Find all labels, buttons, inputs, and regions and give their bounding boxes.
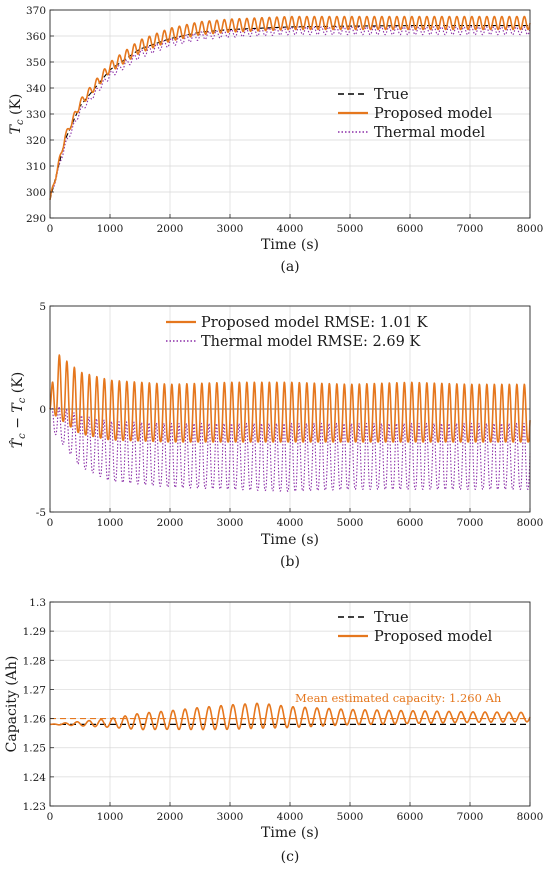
tick-label-y: 1.28 bbox=[23, 655, 46, 667]
tick-label-y: 360 bbox=[26, 31, 46, 43]
panel-b-caption: (b) bbox=[280, 554, 300, 570]
tick-label-x: 2000 bbox=[157, 811, 184, 823]
panel-c-xlabel: Time (s) bbox=[261, 825, 319, 841]
tick-label-x: 5000 bbox=[337, 517, 364, 529]
tick-label-y: 320 bbox=[26, 135, 46, 147]
tick-label-y: 1.23 bbox=[23, 801, 46, 813]
tick-label-x: 4000 bbox=[277, 223, 304, 235]
tick-label-y: -5 bbox=[36, 507, 46, 519]
tick-label-x: 4000 bbox=[277, 811, 304, 823]
tick-label-x: 6000 bbox=[397, 223, 424, 235]
series-proposed-capacity bbox=[49, 702, 531, 731]
tick-label-y: 1.25 bbox=[23, 743, 46, 755]
tick-label-y: 290 bbox=[26, 213, 46, 225]
panel-a-xlabel: Time (s) bbox=[261, 237, 319, 253]
panel-b-legend: Proposed model RMSE: 1.01 K Thermal mode… bbox=[166, 315, 429, 350]
tick-label-y: 1.3 bbox=[29, 597, 46, 609]
series-thermal-model bbox=[49, 26, 531, 200]
tick-label-y: 1.27 bbox=[23, 684, 46, 696]
legend-c-true-label: True bbox=[374, 610, 409, 626]
tick-label-x: 2000 bbox=[157, 223, 184, 235]
tick-label-x: 5000 bbox=[337, 223, 364, 235]
tick-label-y: 1.29 bbox=[23, 626, 46, 638]
tick-label-x: 1000 bbox=[97, 223, 124, 235]
panel-b-series bbox=[49, 354, 531, 492]
tick-label-x: 0 bbox=[47, 811, 54, 823]
tick-label-x: 6000 bbox=[397, 517, 424, 529]
tick-label-y: 350 bbox=[26, 57, 46, 69]
tick-label-x: 8000 bbox=[517, 223, 544, 235]
tick-label-y: 0 bbox=[39, 404, 46, 416]
panel-c-series bbox=[49, 702, 531, 731]
tick-label-x: 0 bbox=[47, 223, 54, 235]
tick-label-x: 7000 bbox=[457, 811, 484, 823]
tick-label-x: 2000 bbox=[157, 517, 184, 529]
tick-label-x: 4000 bbox=[277, 517, 304, 529]
tick-label-y: 1.26 bbox=[23, 714, 47, 726]
panel-c-ticks: 0 1000 2000 3000 4000 5000 6000 7000 8000 1.23 1.2… bbox=[23, 597, 544, 823]
tick-label-x: 6000 bbox=[397, 811, 424, 823]
panel-b-ylabel: T̂c − Tc (K) bbox=[8, 372, 28, 448]
tick-label-x: 7000 bbox=[457, 517, 484, 529]
panel-a-legend: True Proposed model Thermal model bbox=[338, 87, 493, 141]
tick-label-y: 5 bbox=[39, 301, 46, 313]
tick-label-y: 300 bbox=[26, 187, 46, 199]
legend-true-label: True bbox=[374, 87, 409, 103]
legend-proposed-label: Proposed model bbox=[374, 106, 493, 122]
tick-label-x: 5000 bbox=[337, 811, 364, 823]
panel-c-legend: True Proposed model bbox=[338, 610, 493, 645]
tick-label-y: 370 bbox=[26, 5, 46, 17]
tick-label-y: 1.24 bbox=[23, 772, 47, 784]
panel-a-series bbox=[49, 15, 531, 200]
panel-c-caption: (c) bbox=[281, 849, 300, 865]
legend-thermal-label: Thermal model bbox=[374, 125, 486, 141]
panel-a-ticks: 0 1000 2000 3000 4000 5000 6000 7000 8000 290 300 3… bbox=[26, 5, 543, 235]
panel-c: 0 1000 2000 3000 4000 5000 6000 7000 8000 1.23 1.2… bbox=[4, 597, 543, 865]
tick-label-y: 340 bbox=[26, 83, 46, 95]
legend-thermal-rmse-label: Thermal model RMSE: 2.69 K bbox=[201, 334, 421, 350]
tick-label-x: 0 bbox=[47, 517, 54, 529]
panel-b-ticks: 0 1000 2000 3000 4000 5000 6000 7000 8000-505 bbox=[36, 301, 544, 529]
series-proposed-model bbox=[49, 15, 531, 200]
series-thermal-error bbox=[49, 406, 531, 492]
tick-label-x: 3000 bbox=[217, 517, 244, 529]
tick-label-x: 8000 bbox=[517, 811, 544, 823]
series-proposed-error bbox=[49, 354, 531, 443]
tick-label-x: 8000 bbox=[517, 517, 544, 529]
panel-b-xlabel: Time (s) bbox=[261, 532, 319, 548]
tick-label-y: 310 bbox=[26, 161, 46, 173]
legend-c-proposed-label: Proposed model bbox=[374, 629, 493, 645]
tick-label-y: 330 bbox=[26, 109, 46, 121]
tick-label-x: 7000 bbox=[457, 223, 484, 235]
panel-a: 0 1000 2000 3000 4000 5000 6000 7000 8000 290 300 3… bbox=[8, 5, 543, 275]
tick-label-x: 3000 bbox=[217, 223, 244, 235]
tick-label-x: 1000 bbox=[97, 811, 124, 823]
panel-a-caption: (a) bbox=[280, 259, 299, 275]
mean-capacity-annotation: Mean estimated capacity: 1.260 Ah bbox=[295, 691, 502, 705]
panel-b: 0 1000 2000 3000 4000 5000 6000 7000 8000-505 Ti… bbox=[8, 301, 543, 570]
panel-c-ylabel: Capacity (Ah) bbox=[4, 656, 20, 753]
legend-proposed-rmse-label: Proposed model RMSE: 1.01 K bbox=[201, 315, 429, 331]
tick-label-x: 3000 bbox=[217, 811, 244, 823]
tick-label-x: 1000 bbox=[97, 517, 124, 529]
series-true bbox=[49, 25, 531, 200]
panel-a-ylabel: Tc (K) bbox=[8, 94, 26, 135]
